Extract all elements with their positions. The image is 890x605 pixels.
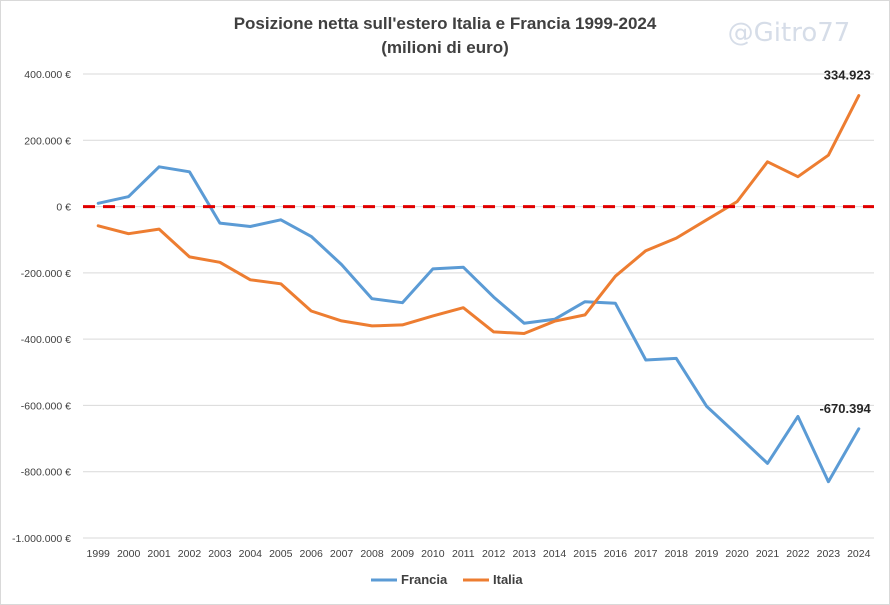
x-tick-label: 2023 — [817, 548, 841, 560]
y-tick-label: 200.000 € — [24, 135, 71, 147]
x-tick-label: 2021 — [756, 548, 780, 560]
x-tick-label: 2000 — [117, 548, 141, 560]
y-tick-label: 400.000 € — [24, 69, 71, 81]
series-line-italia — [96, 94, 861, 335]
watermark-text: @Gitro77 — [728, 18, 851, 48]
gridlines — [83, 73, 874, 539]
y-tick-label: -200.000 € — [21, 268, 71, 280]
x-tick-label: 2004 — [239, 548, 263, 560]
chart-title: Posizione netta sull'estero Italia e Fra… — [234, 14, 657, 33]
x-tick-label: 2014 — [543, 548, 567, 560]
end-labels: -670.394 334.923 — [819, 68, 871, 416]
chart-subtitle: (milioni di euro) — [381, 38, 509, 57]
x-tick-label: 2010 — [421, 548, 445, 560]
legend-label-italia: Italia — [493, 572, 523, 587]
y-tick-label: -600.000 € — [21, 400, 71, 412]
x-axis-ticks: 1999 2000 2001 2002 2003 2004 2005 2006 2007 2008… — [87, 548, 871, 560]
series-line-francia — [96, 165, 861, 484]
x-tick-label: 2007 — [330, 548, 354, 560]
x-tick-label: 2015 — [573, 548, 597, 560]
x-tick-label: 2003 — [208, 548, 232, 560]
x-tick-label: 2008 — [360, 548, 384, 560]
x-tick-label: 2018 — [665, 548, 689, 560]
y-axis-ticks: 400.000 € 200.000 € 0 € -200.000 € -400.000 … — [12, 69, 71, 545]
y-tick-label: -1.000.000 € — [12, 533, 71, 545]
y-tick-label: -400.000 € — [21, 334, 71, 346]
x-tick-label: 2017 — [634, 548, 658, 560]
x-tick-label: 2019 — [695, 548, 719, 560]
legend: Francia Italia — [371, 572, 523, 587]
x-tick-label: 2012 — [482, 548, 506, 560]
x-tick-label: 2013 — [512, 548, 536, 560]
x-tick-label: 2020 — [725, 548, 749, 560]
legend-label-francia: Francia — [401, 572, 448, 587]
x-tick-label: 2024 — [847, 548, 871, 560]
x-tick-label: 2022 — [786, 548, 810, 560]
x-tick-label: 2016 — [604, 548, 628, 560]
data-label-italia: 334.923 — [824, 68, 871, 83]
data-label-francia: -670.394 — [819, 401, 871, 416]
x-tick-label: 2006 — [299, 548, 323, 560]
x-tick-label: 2002 — [178, 548, 202, 560]
series-lines — [83, 94, 874, 484]
x-tick-label: 2005 — [269, 548, 293, 560]
y-tick-label: -800.000 € — [21, 467, 71, 479]
x-tick-label: 1999 — [87, 548, 111, 560]
y-tick-label: 0 € — [56, 202, 71, 214]
x-tick-label: 2011 — [452, 548, 475, 560]
x-tick-label: 2009 — [391, 548, 415, 560]
x-tick-label: 2001 — [147, 548, 171, 560]
